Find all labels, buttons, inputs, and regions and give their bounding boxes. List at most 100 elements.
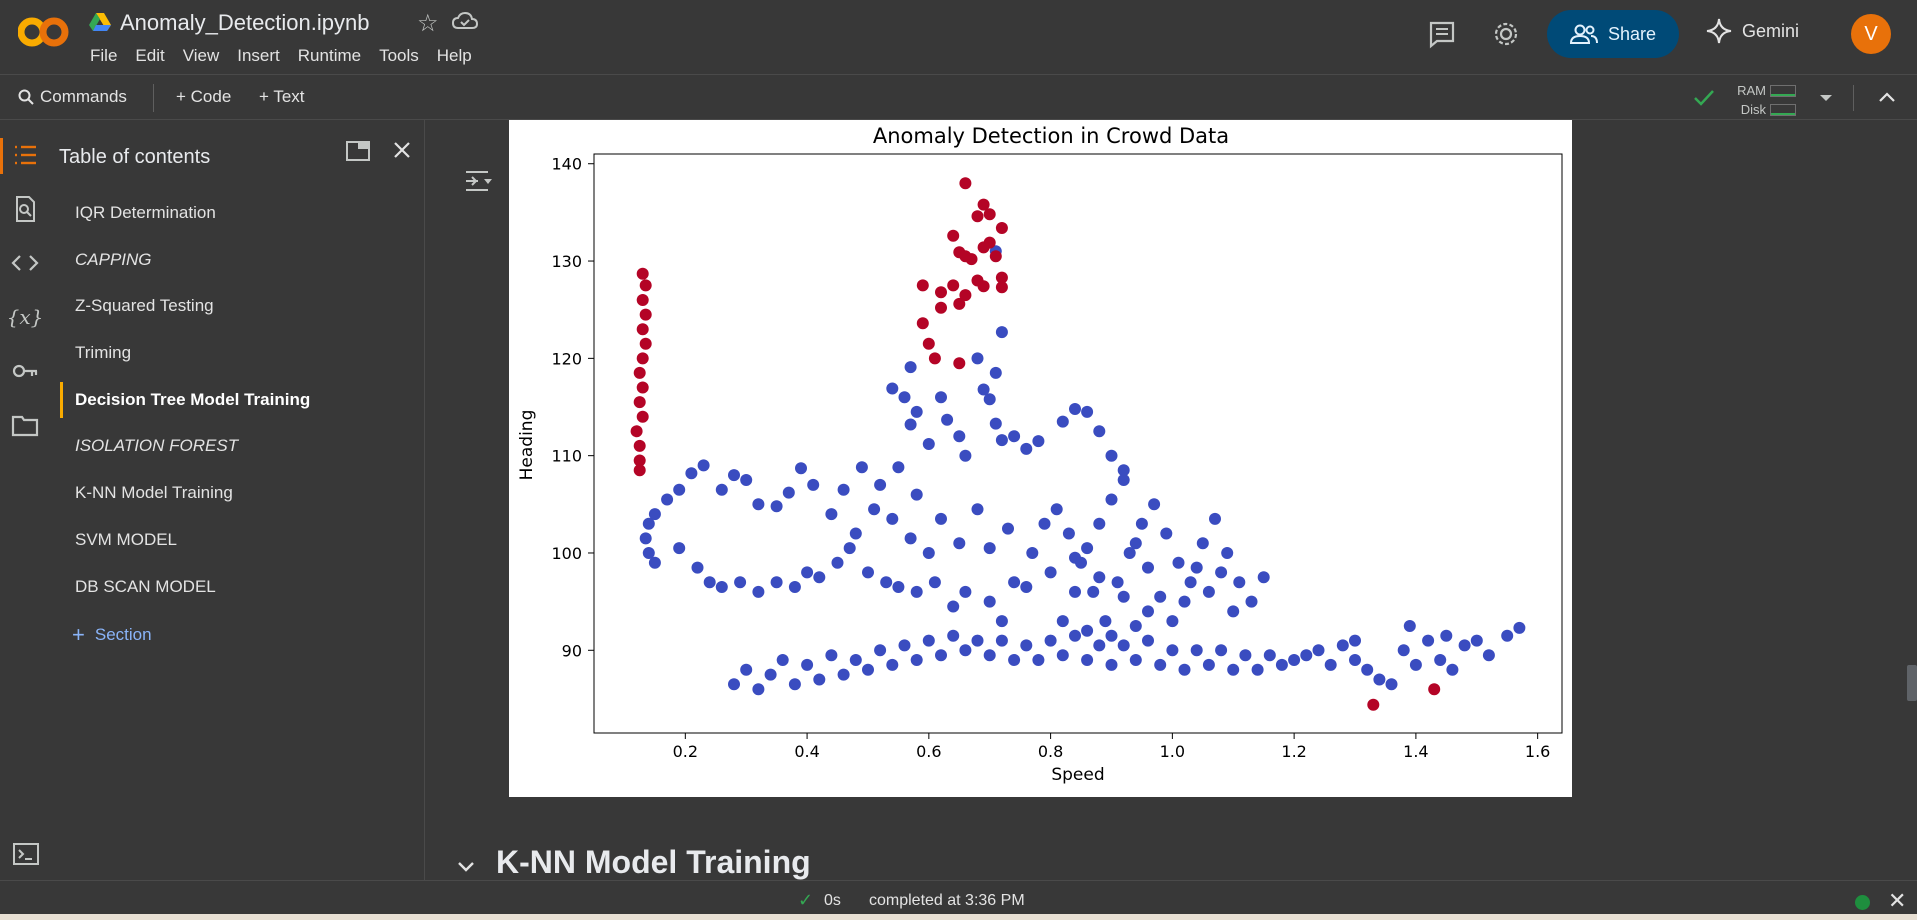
normal-point	[825, 508, 838, 521]
scatter-chart: Anomaly Detection in Crowd Data 0.2 0.4 0.…	[517, 124, 1563, 785]
normal-point	[1044, 634, 1057, 647]
chevron-up-icon[interactable]	[1878, 90, 1896, 104]
toc-item-svm-model[interactable]: SVM MODEL	[75, 530, 178, 549]
toc-item-isolation-forest[interactable]: ISOLATION FOREST	[75, 436, 239, 455]
toc-item-db-scan-model[interactable]: DB SCAN MODEL	[75, 577, 216, 596]
add-section-button[interactable]: + Section	[72, 622, 152, 648]
gemini-button[interactable]: Gemini	[1706, 18, 1799, 44]
menu-view[interactable]: View	[182, 46, 220, 65]
toc-title: Table of contents	[59, 146, 211, 168]
normal-point	[1202, 585, 1215, 598]
normal-point	[691, 561, 704, 574]
normal-point	[1324, 658, 1337, 671]
normal-point	[831, 556, 844, 569]
normal-point	[892, 581, 905, 593]
normal-point	[1227, 663, 1240, 676]
colab-logo[interactable]	[18, 12, 70, 52]
close-panel-icon[interactable]	[392, 140, 412, 160]
anomaly-point	[922, 337, 935, 350]
normal-point	[1081, 542, 1094, 555]
normal-point	[1349, 634, 1361, 647]
add-text-button[interactable]: + Text	[259, 87, 305, 106]
runtime-status-dot	[1855, 895, 1870, 910]
share-button[interactable]: Share	[1547, 10, 1679, 58]
y-tick-label: 100	[551, 544, 582, 563]
normal-point	[642, 547, 655, 559]
commands-label: Commands	[40, 87, 127, 106]
table-of-contents-icon[interactable]	[10, 140, 40, 170]
normal-point	[1190, 561, 1203, 574]
toc-item-decision-tree[interactable]: Decision Tree Model Training	[75, 390, 311, 409]
normal-point	[1154, 590, 1167, 603]
x-tick-label: 0.4	[794, 742, 819, 761]
normal-point	[983, 542, 996, 555]
y-ticks: 90 100 110 120 130 140	[551, 155, 594, 660]
anomaly-point	[995, 222, 1008, 234]
normal-point	[1221, 547, 1234, 559]
star-icon[interactable]: ☆	[417, 10, 439, 37]
normal-point	[1081, 405, 1094, 418]
menu-runtime[interactable]: Runtime	[297, 46, 362, 65]
toc-item-triming[interactable]: Triming	[75, 343, 132, 362]
normal-point	[813, 571, 826, 584]
normal-point	[1446, 663, 1459, 676]
terminal-icon[interactable]	[12, 842, 40, 866]
variables-icon[interactable]: {x}	[6, 305, 44, 329]
google-drive-icon[interactable]	[89, 12, 111, 32]
runtime-dropdown-icon[interactable]	[1818, 93, 1834, 103]
menu-help[interactable]: Help	[436, 46, 472, 65]
open-in-tab-icon[interactable]	[345, 140, 371, 162]
user-avatar[interactable]: V	[1851, 14, 1891, 54]
scrollbar-thumb[interactable]	[1907, 665, 1917, 701]
code-snippets-icon[interactable]	[10, 248, 40, 278]
toc-item-capping[interactable]: CAPPING	[75, 250, 152, 269]
chevron-down-icon[interactable]	[456, 856, 476, 876]
find-replace-icon[interactable]	[10, 194, 40, 224]
cloud-saved-icon[interactable]	[452, 10, 478, 32]
normal-point	[673, 483, 686, 496]
y-tick-label: 110	[551, 447, 582, 466]
menu-file[interactable]: File	[90, 46, 118, 65]
normal-point	[1190, 644, 1203, 657]
notebook-title[interactable]: Anomaly_Detection.ipynb	[120, 10, 370, 35]
commands-button[interactable]: Commands	[18, 87, 127, 107]
normal-point	[1056, 615, 1069, 628]
anomaly-point	[989, 250, 1002, 263]
menu-insert[interactable]: Insert	[237, 46, 280, 65]
comments-icon[interactable]	[1426, 18, 1458, 50]
toc-item-z-squared-testing[interactable]: Z-Squared Testing	[75, 296, 214, 315]
x-tick-label: 0.2	[673, 742, 698, 761]
normal-point	[1142, 634, 1154, 647]
toc-item-iqr-determination[interactable]: IQR Determination	[75, 203, 216, 222]
close-status-icon[interactable]: ✕	[1888, 888, 1907, 913]
normal-point	[1069, 551, 1081, 564]
toc-item-knn-model-training[interactable]: K-NN Model Training	[75, 483, 233, 502]
normal-point	[1215, 566, 1228, 579]
menu-tools[interactable]: Tools	[379, 46, 419, 65]
files-folder-icon[interactable]	[10, 410, 40, 440]
output-actions-icon[interactable]	[464, 168, 494, 194]
gemini-sparkle-icon	[1706, 18, 1732, 44]
normal-point	[1056, 649, 1069, 662]
x-axis-label: Speed	[1051, 765, 1104, 785]
normal-point	[1184, 576, 1197, 589]
settings-gear-icon[interactable]	[1490, 18, 1522, 50]
normal-point	[1239, 649, 1252, 662]
normal-point	[1008, 430, 1021, 443]
normal-point	[1178, 663, 1191, 676]
y-axis-label: Heading	[517, 410, 537, 481]
normal-point	[1501, 629, 1514, 642]
menu-edit[interactable]: Edit	[135, 46, 165, 65]
normal-point	[886, 512, 899, 525]
resource-monitor[interactable]: RAM Disk	[1728, 81, 1796, 119]
normal-point	[886, 382, 899, 395]
secrets-key-icon[interactable]	[10, 356, 40, 386]
normal-point	[1196, 537, 1209, 550]
normal-point	[1349, 654, 1361, 666]
add-code-button[interactable]: + Code	[176, 87, 232, 106]
normal-point	[801, 658, 814, 671]
anomaly-point	[916, 279, 929, 292]
plot-area-frame	[593, 153, 1563, 734]
normal-point	[770, 576, 783, 589]
normal-point	[1178, 595, 1191, 608]
